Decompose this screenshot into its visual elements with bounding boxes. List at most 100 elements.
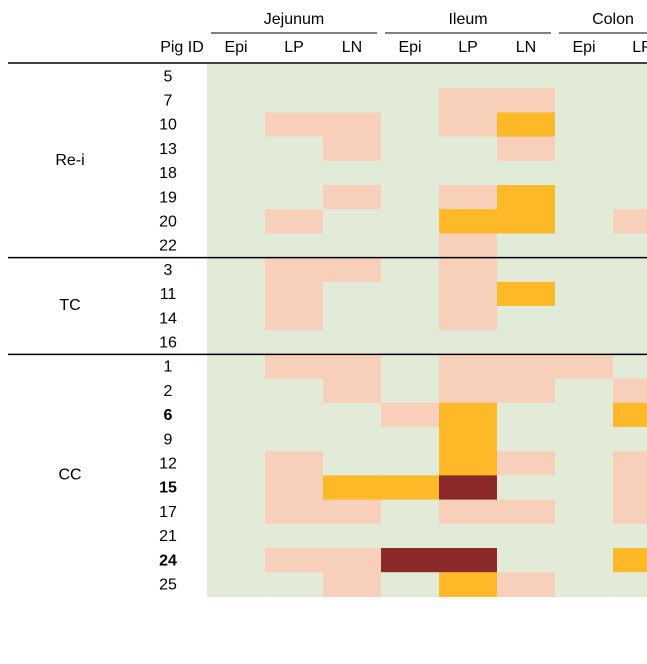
heatmap-cell <box>381 136 440 162</box>
heatmap-cell <box>265 185 324 210</box>
heatmap-cell <box>265 233 324 259</box>
heatmap-cell <box>613 548 647 573</box>
pig-id-label: 6 <box>164 407 173 424</box>
heatmap-cell <box>555 257 614 283</box>
heatmap-cell <box>323 548 382 573</box>
heatmap-cell <box>323 209 382 234</box>
heatmap-cell <box>207 475 266 501</box>
heatmap-cell <box>555 475 614 501</box>
heatmap-cell <box>613 233 647 259</box>
heatmap-cell <box>555 378 614 404</box>
heatmap-cell <box>265 306 324 331</box>
heatmap-cell <box>497 64 556 89</box>
heatmap-cell <box>555 233 614 259</box>
heatmap-cell <box>207 64 266 89</box>
pig-id-label: 2 <box>164 383 173 400</box>
heatmap-cell <box>207 523 266 549</box>
pig-id-label: 9 <box>164 431 173 448</box>
heatmap-cell <box>207 306 266 331</box>
heatmap-cell <box>207 330 266 355</box>
heatmap-cell <box>323 572 382 597</box>
pig-id-label: 5 <box>164 68 173 85</box>
heatmap-cell <box>439 378 498 404</box>
heatmap-cell <box>323 112 382 138</box>
heatmap-cell <box>323 257 382 283</box>
heatmap-cell <box>555 548 614 573</box>
heatmap-cell <box>497 233 556 259</box>
heatmap-cell <box>381 257 440 283</box>
heatmap-cells <box>207 64 647 597</box>
heatmap-cell <box>497 523 556 549</box>
heatmap-cell <box>323 88 382 113</box>
region-header-colon: Colon <box>592 11 634 28</box>
heatmap-cell <box>265 572 324 597</box>
heatmap-cell <box>265 160 324 186</box>
heatmap-cell <box>613 112 647 138</box>
heatmap-cell <box>439 548 498 573</box>
heatmap-cell <box>439 475 498 501</box>
heatmap-cell <box>497 499 556 525</box>
pig-id-label: 12 <box>159 456 177 473</box>
heatmap-cell <box>497 185 556 210</box>
heatmap-cell <box>497 402 556 428</box>
heatmap-cell <box>323 451 382 476</box>
heatmap-cell <box>265 88 324 113</box>
pig-id-label: 19 <box>159 189 177 206</box>
heatmap-cell <box>497 306 556 331</box>
heatmap-cell <box>497 427 556 452</box>
heatmap-cell <box>555 427 614 452</box>
heatmap-cell <box>207 572 266 597</box>
column-header-lp: LP <box>284 39 304 56</box>
pig-id-label: 11 <box>160 286 177 303</box>
pig-id-label: 21 <box>159 528 177 545</box>
heatmap-cell <box>613 257 647 283</box>
heatmap-cell <box>439 402 498 428</box>
heatmap-cell <box>381 233 440 259</box>
group-label-re-i: Re-i <box>55 152 84 169</box>
heatmap-cell <box>207 548 266 573</box>
heatmap-cell <box>207 136 266 162</box>
heatmap-cell <box>613 88 647 113</box>
heatmap-cell <box>613 185 647 210</box>
heatmap-cell <box>497 354 556 380</box>
heatmap-cell <box>613 306 647 331</box>
heatmap-cell <box>265 64 324 89</box>
heatmap-cell <box>207 427 266 452</box>
heatmap-cell <box>497 88 556 113</box>
row-header-pig-id: Pig ID <box>160 39 204 56</box>
heatmap-cell <box>439 330 498 355</box>
heatmap-cell <box>323 64 382 89</box>
heatmap-cell <box>265 112 324 138</box>
heatmap-cell <box>555 499 614 525</box>
heatmap-cell <box>323 233 382 259</box>
heatmap-cell <box>265 427 324 452</box>
heatmap-cell <box>265 257 324 283</box>
heatmap-cell <box>497 572 556 597</box>
heatmap-cell <box>555 451 614 476</box>
heatmap-cell <box>439 572 498 597</box>
heatmap-cell <box>323 378 382 404</box>
column-header-lp: LP <box>458 39 478 56</box>
column-header-epi: Epi <box>398 39 421 56</box>
heatmap-cell <box>439 112 498 138</box>
heatmap-cell <box>265 499 324 525</box>
heatmap-cell <box>323 499 382 525</box>
heatmap-cell <box>555 281 614 307</box>
heatmap-cell <box>381 402 440 428</box>
heatmap-cell <box>613 281 647 307</box>
heatmap-cell <box>323 281 382 307</box>
heatmap-cell <box>439 209 498 234</box>
heatmap-cell <box>497 378 556 404</box>
heatmap-cell <box>381 572 440 597</box>
heatmap-cell <box>323 354 382 380</box>
heatmap-cell <box>207 160 266 186</box>
heatmap-cell <box>381 451 440 476</box>
heatmap-cell <box>555 330 614 355</box>
heatmap-cell <box>323 330 382 355</box>
pig-id-label: 14 <box>159 310 177 327</box>
heatmap-cell <box>497 136 556 162</box>
heatmap-cell <box>381 499 440 525</box>
heatmap-cell <box>381 523 440 549</box>
heatmap-cell <box>439 499 498 525</box>
